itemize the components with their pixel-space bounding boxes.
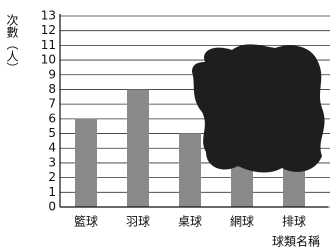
y-tick-label: 0 [48, 200, 56, 214]
y-tick-label: 10 [41, 53, 56, 67]
bar [127, 89, 149, 207]
y-tick-label: 8 [48, 82, 56, 96]
x-tick-label: 網球 [230, 215, 254, 229]
y-tick-label: 12 [41, 23, 56, 37]
y-axis-label: 次數（人） [5, 14, 19, 74]
y-tick-label: 7 [48, 97, 56, 111]
y-tick-label: 11 [41, 38, 56, 52]
y-tick-label: 3 [48, 155, 56, 169]
y-tick-label: 6 [48, 111, 56, 125]
y-tick-label: 4 [48, 141, 56, 155]
x-axis-label: 球類名稱 [272, 234, 320, 249]
x-tick-label: 羽球 [126, 215, 150, 229]
x-tick-label: 排球 [282, 215, 306, 229]
y-tick-label: 5 [48, 126, 56, 140]
y-tick-label: 2 [48, 170, 56, 184]
x-tick-label: 籃球 [74, 214, 98, 229]
x-tick-label: 桌球 [178, 215, 202, 229]
y-tick-label: 9 [48, 67, 56, 81]
bar [75, 119, 97, 207]
bar [179, 134, 201, 207]
y-tick-label: 1 [48, 185, 56, 199]
y-tick-label: 13 [41, 9, 56, 23]
ink-blot [192, 44, 325, 172]
chart: 次數（人） 球類名稱 012345678910111213籃球羽球桌球網球排球 [0, 0, 334, 251]
